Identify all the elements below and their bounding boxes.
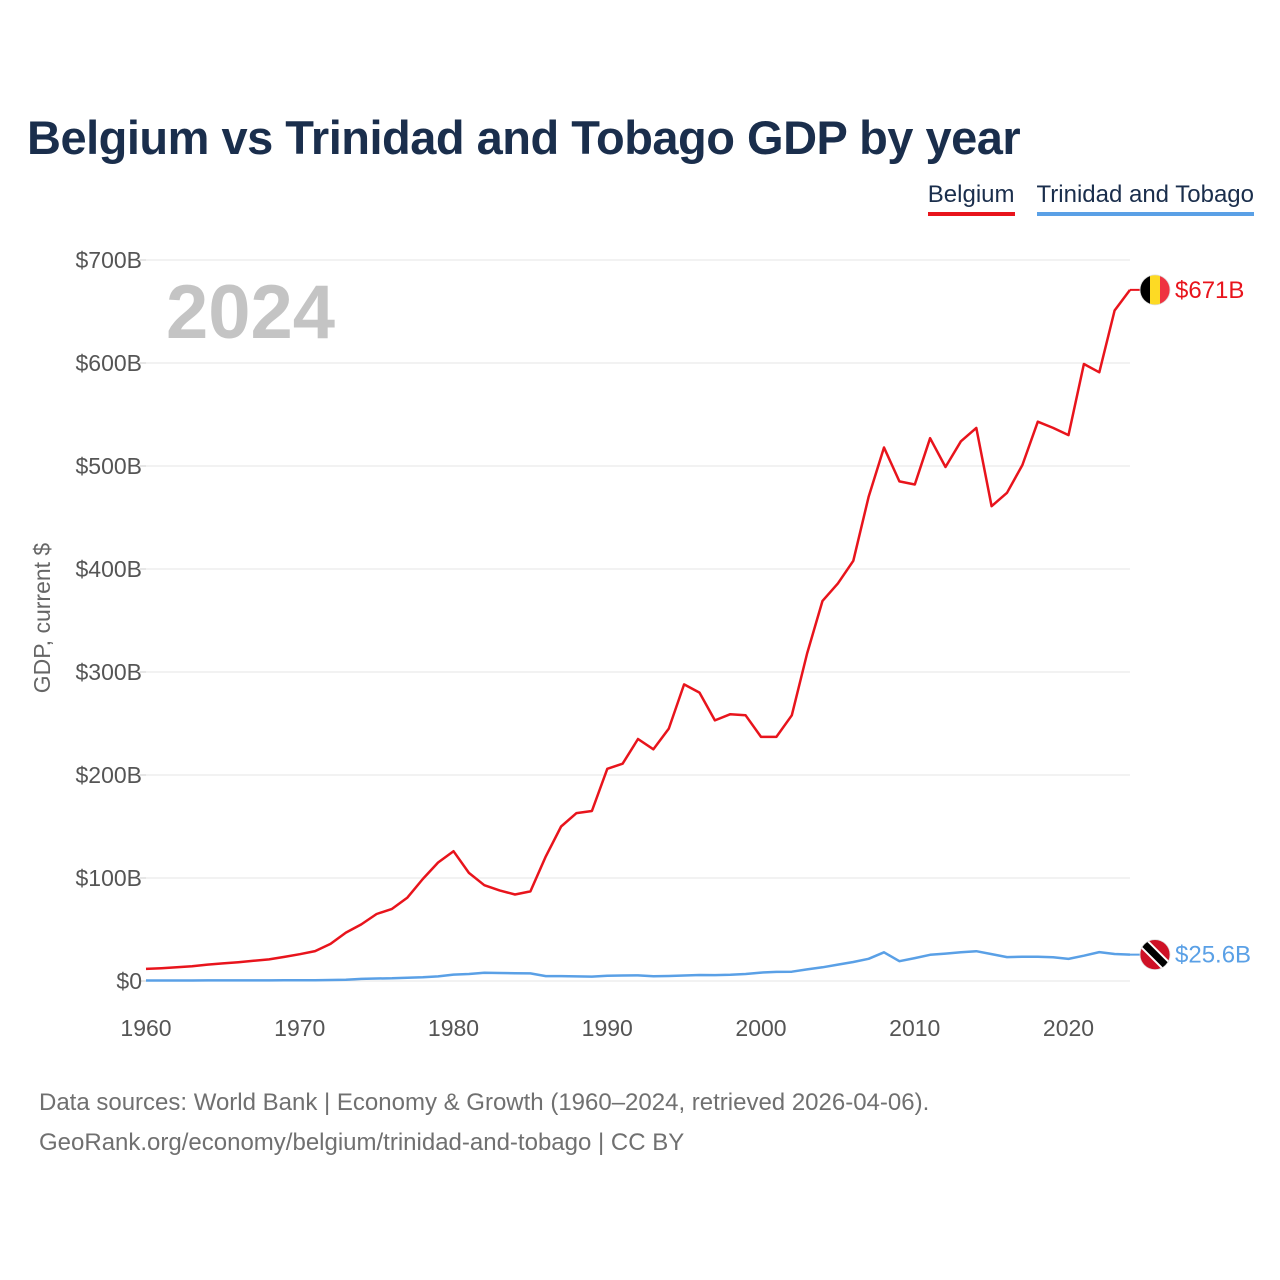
x-tick-label: 1980: [428, 1015, 479, 1041]
trinidad-and-tobago-flag-icon: [1139, 939, 1171, 971]
footer-sources: Data sources: World Bank | Economy & Gro…: [39, 1089, 930, 1116]
y-tick-label: $700B: [75, 247, 142, 273]
series-line-trinidad-and-tobago[interactable]: [146, 949, 1131, 982]
end-value-label-trinidad-and-tobago: $25.6B: [1175, 942, 1251, 969]
y-tick-label: $300B: [75, 659, 142, 685]
end-value-label-belgium: $671B: [1175, 277, 1244, 304]
legend-item-trinidad-and-tobago[interactable]: Trinidad and Tobago: [1036, 181, 1254, 216]
x-axis-ticks: 1960 1970 1980 1990 2000 2010 2020: [120, 1015, 1094, 1041]
x-tick-label: 2020: [1043, 1015, 1094, 1041]
y-axis-ticks: $0 $100B $200B $300B $400B $500B $600B $700B: [75, 247, 146, 994]
x-tick-label: 1960: [120, 1015, 171, 1041]
series-line-belgium[interactable]: [145, 289, 1132, 971]
chart-title: Belgium vs Trinidad and Tobago GDP by ye…: [27, 111, 1021, 164]
y-tick-label: $500B: [75, 453, 142, 479]
gridlines: [146, 259, 1130, 982]
belgium-flag-icon: [1139, 274, 1171, 306]
x-tick-label: 1970: [274, 1015, 325, 1041]
y-tick-label: $200B: [75, 762, 142, 788]
y-tick-label: $600B: [75, 350, 142, 376]
footer-attribution[interactable]: GeoRank.org/economy/belgium/trinidad-and…: [39, 1129, 685, 1156]
legend-item-belgium[interactable]: Belgium: [927, 181, 1015, 216]
series-lines: [145, 289, 1132, 982]
x-tick-label: 2000: [735, 1015, 786, 1041]
end-markers: $671B $25.6B: [1130, 274, 1251, 971]
x-tick-label: 2010: [889, 1015, 940, 1041]
legend: Belgium Trinidad and Tobago: [927, 181, 1254, 216]
footer: Data sources: World Bank | Economy & Gro…: [39, 1083, 929, 1163]
current-year-label: 2024: [166, 270, 335, 355]
y-tick-label: $400B: [75, 556, 142, 582]
gdp-line-chart: $0 $100B $200B $300B $400B $500B $600B $700B 19…: [29, 247, 1251, 1041]
y-axis-title: GDP, current $: [29, 543, 55, 694]
y-tick-label: $100B: [75, 865, 142, 891]
x-tick-label: 1990: [582, 1015, 633, 1041]
y-tick-label: $0: [116, 968, 142, 994]
